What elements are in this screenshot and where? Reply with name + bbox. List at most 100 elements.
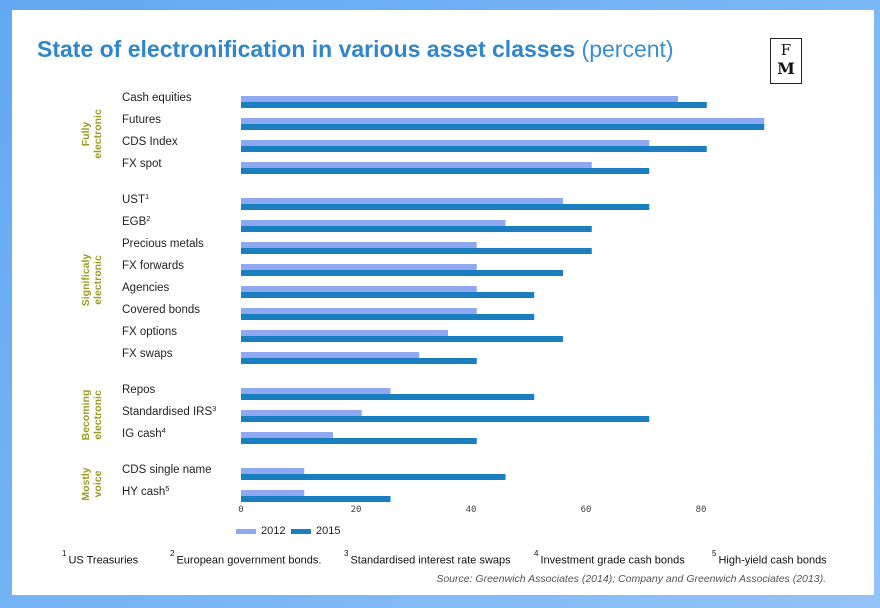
category-footnote-mark-13: 3 — [212, 404, 216, 413]
category-footnote-mark-14: 4 — [162, 426, 166, 435]
bar-2012-11 — [241, 352, 420, 358]
group-label-1: Significalyelectronic — [80, 254, 104, 307]
group-label-1-line-0: Significaly — [80, 254, 92, 307]
category-label-16: HY cash5 — [122, 484, 169, 498]
footnote-1-num: 1 — [62, 549, 67, 558]
bar-2012-2 — [241, 140, 650, 146]
bar-2012-9 — [241, 308, 477, 314]
bar-2012-5 — [241, 220, 506, 226]
bar-2015-3 — [241, 168, 650, 174]
bar-2012-6 — [241, 242, 477, 248]
category-footnote-mark-5: 2 — [146, 214, 150, 223]
logo-letter-f: F — [780, 41, 792, 59]
footnote-3: 3Standardised interest rate swaps — [344, 549, 511, 568]
bar-2015-14 — [241, 438, 477, 444]
title-main: State of electronification in various as… — [37, 36, 576, 62]
bar-2015-7 — [241, 270, 563, 276]
footnote-4-text: Investment grade cash bonds — [540, 554, 685, 567]
category-label-2: CDS Index — [122, 136, 178, 148]
group-label-3-line-0: Mostly — [80, 467, 92, 500]
group-label-2: Becomingelectronic — [80, 390, 104, 441]
bar-2012-15 — [241, 468, 305, 474]
category-label-11: FX swaps — [122, 348, 173, 360]
bar-2012-7 — [241, 264, 477, 270]
footnote-1-text: US Treasuries — [68, 554, 139, 567]
footnote-2: 2European government bonds. — [170, 549, 322, 568]
footnote-5-num: 5 — [712, 549, 717, 558]
category-label-3: FX spot — [122, 158, 162, 170]
title-subtitle: (percent) — [581, 36, 674, 62]
chart-card: State of electronification in various as… — [12, 10, 874, 595]
source-note: Source: Greenwich Associates (2014); Com… — [436, 573, 826, 585]
group-label-3-line-1: voice — [92, 470, 104, 497]
bar-2015-12 — [241, 394, 535, 400]
bar-2012-8 — [241, 286, 477, 292]
bar-2012-14 — [241, 432, 333, 438]
group-label-1-line-1: electronic — [92, 255, 104, 305]
category-label-15: CDS single name — [122, 464, 211, 476]
bar-2012-13 — [241, 410, 362, 416]
legend-swatch-2012 — [236, 528, 256, 534]
category-label-10: FX options — [122, 326, 177, 338]
category-label-5: EGB2 — [122, 214, 150, 228]
chart-title: State of electronification in various as… — [37, 35, 674, 63]
legend-item-2012: 2012 — [236, 524, 285, 538]
category-label-14: IG cash4 — [122, 426, 166, 440]
bar-2012-12 — [241, 388, 391, 394]
footnote-3-text: Standardised interest rate swaps — [350, 554, 511, 567]
legend-label-2015: 2015 — [316, 525, 341, 537]
bar-chart: Cash equities Futures CDS Index FX spot Full… — [80, 92, 765, 515]
bar-2012-4 — [241, 198, 563, 204]
bar-2015-13 — [241, 416, 650, 422]
footnote-2-text: European government bonds. — [176, 554, 322, 567]
footnote-4: 4Investment grade cash bonds — [534, 549, 685, 568]
category-label-7: FX forwards — [122, 260, 184, 272]
category-label-4: UST1 — [122, 192, 149, 206]
legend-label-2012: 2012 — [261, 525, 286, 537]
bar-2012-3 — [241, 162, 592, 168]
category-footnote-mark-16: 5 — [165, 484, 169, 493]
category-label-0: Cash equities — [122, 92, 192, 104]
category-label-13: Standardised IRS3 — [122, 404, 216, 418]
bar-2012-0 — [241, 96, 678, 102]
bar-2015-1 — [241, 124, 765, 130]
bar-2012-16 — [241, 490, 305, 496]
legend-swatch-2015 — [291, 528, 311, 534]
bar-2015-6 — [241, 248, 592, 254]
fm-logo: F M — [770, 38, 802, 84]
x-tick-label-4: 80 — [696, 505, 707, 515]
x-tick-label-2: 40 — [466, 505, 477, 515]
footnote-1: 1US Treasuries — [62, 549, 139, 568]
group-label-2-line-0: Becoming — [80, 390, 92, 441]
x-tick-label-0: 0 — [238, 505, 243, 515]
category-footnote-mark-4: 1 — [145, 192, 149, 201]
footnote-2-num: 2 — [170, 549, 175, 558]
category-label-1: Futures — [122, 114, 161, 126]
bar-2015-8 — [241, 292, 535, 298]
bar-2015-0 — [241, 102, 707, 108]
group-label-0-line-1: electronic — [92, 109, 104, 159]
category-label-8: Agencies — [122, 282, 170, 294]
bar-2015-2 — [241, 146, 707, 152]
bar-2015-11 — [241, 358, 477, 364]
bar-2015-4 — [241, 204, 650, 210]
bar-2015-15 — [241, 474, 506, 480]
x-tick-label-1: 20 — [351, 505, 362, 515]
bar-2012-10 — [241, 330, 448, 336]
group-label-0-line-0: Fully — [80, 122, 92, 147]
footnote-5: 5High-yield cash bonds — [712, 549, 827, 568]
group-label-3: Mostlyvoice — [80, 467, 104, 500]
bar-2015-5 — [241, 226, 592, 232]
footnote-3-num: 3 — [344, 549, 349, 558]
logo-letter-m: M — [777, 59, 795, 78]
bar-2015-10 — [241, 336, 563, 342]
legend-item-2015: 2015 — [291, 524, 340, 538]
bar-2015-9 — [241, 314, 535, 320]
footnote-5-text: High-yield cash bonds — [718, 554, 827, 567]
bar-2015-16 — [241, 496, 391, 502]
x-tick-label-3: 60 — [581, 505, 592, 515]
group-label-0: Fullyelectronic — [80, 109, 104, 159]
category-label-12: Repos — [122, 384, 155, 396]
category-label-6: Precious metals — [122, 238, 204, 250]
group-label-2-line-1: electronic — [92, 390, 104, 440]
